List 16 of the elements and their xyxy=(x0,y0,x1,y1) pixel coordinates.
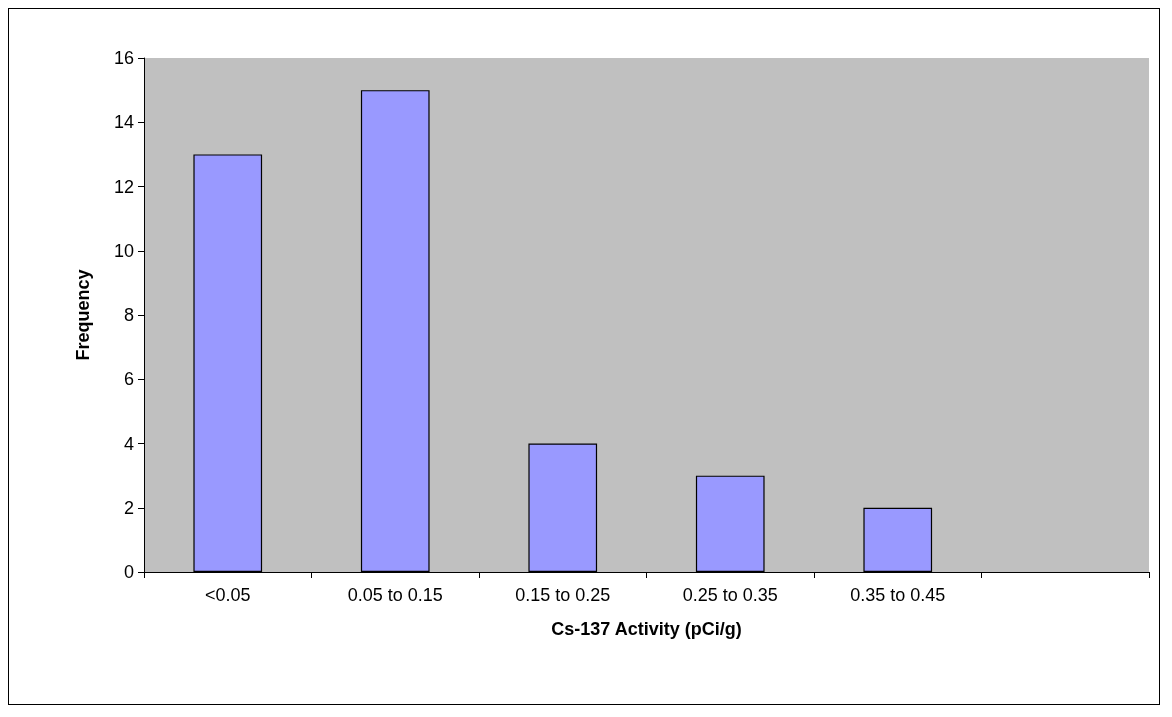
y-tick-label: 0 xyxy=(123,562,134,582)
y-tick-label: 14 xyxy=(113,112,134,133)
x-axis-title: Cs-137 Activity (pCi/g) xyxy=(551,619,742,639)
x-tick-label: 0.35 to 0.45 xyxy=(850,585,946,605)
y-tick-label: 12 xyxy=(113,176,134,197)
y-tick-label: 8 xyxy=(123,305,134,325)
x-tick-label: 0.05 to 0.15 xyxy=(347,585,443,605)
x-tick-label: 0.15 to 0.25 xyxy=(515,585,611,605)
x-tick-label: <0.05 xyxy=(204,585,251,605)
y-axis-title: Frequency xyxy=(73,269,93,361)
y-tick-label: 2 xyxy=(123,497,134,518)
y-tick-label: 6 xyxy=(123,369,134,390)
y-tick-label: 16 xyxy=(113,48,134,68)
y-tick-label: 4 xyxy=(123,433,134,454)
y-tick-label: 10 xyxy=(113,240,134,261)
x-tick-label: 0.25 to 0.35 xyxy=(682,585,778,605)
